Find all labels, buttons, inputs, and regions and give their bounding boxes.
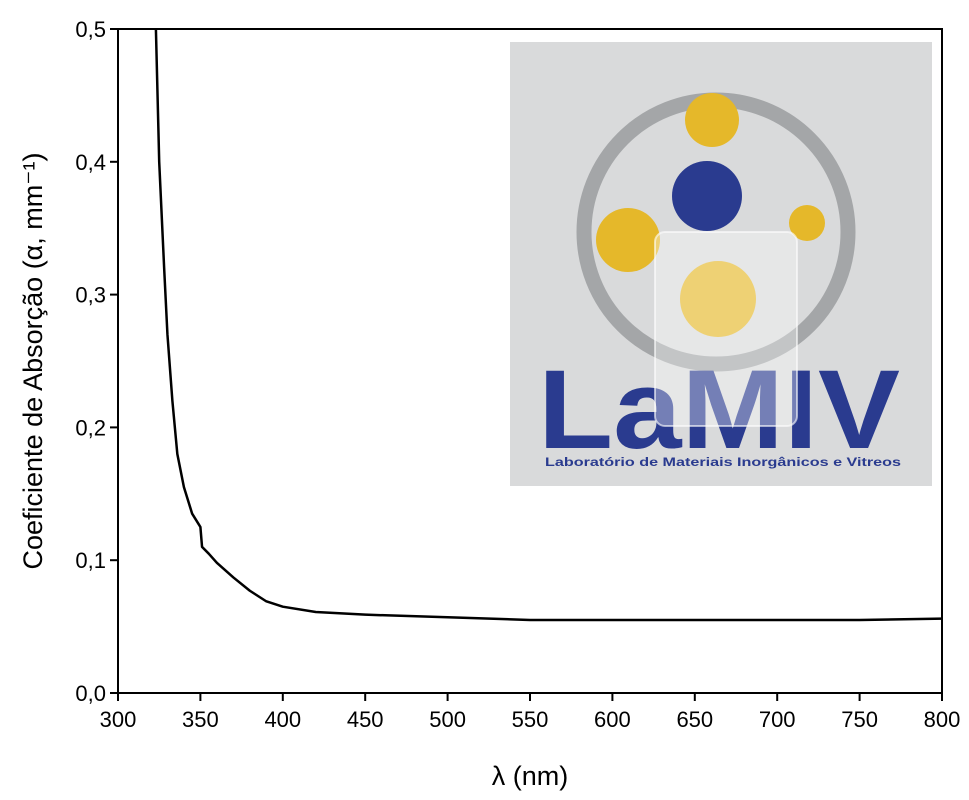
- x-axis-label: λ (nm): [492, 761, 569, 791]
- x-tick-label: 300: [100, 707, 137, 732]
- inset-photo: LaMIV Laboratório de Materiais Inorgânic…: [510, 42, 932, 486]
- y-tick-label: 0,2: [75, 415, 106, 440]
- chart: LaMIV Laboratório de Materiais Inorgânic…: [0, 0, 969, 800]
- y-tick-label: 0,3: [75, 283, 106, 308]
- x-tick-label: 650: [676, 707, 713, 732]
- x-tick-label: 400: [264, 707, 301, 732]
- x-tick-label: 500: [429, 707, 466, 732]
- x-tick-label: 700: [759, 707, 796, 732]
- y-tick-label: 0,0: [75, 681, 106, 706]
- y-tick-label: 0,1: [75, 548, 106, 573]
- glass-sample: [655, 232, 797, 426]
- logo-dot: [685, 93, 739, 147]
- x-tick-label: 600: [594, 707, 631, 732]
- x-tick-label: 750: [841, 707, 878, 732]
- logo-dot: [672, 161, 742, 231]
- x-tick-label: 450: [347, 707, 384, 732]
- x-tick-label: 550: [512, 707, 549, 732]
- logo-dot: [596, 208, 660, 272]
- logo-caption: Laboratório de Materiais Inorgânicos e V…: [545, 457, 901, 469]
- y-tick-label: 0,4: [75, 150, 106, 175]
- x-tick-label: 350: [182, 707, 219, 732]
- y-tick-label: 0,5: [75, 17, 106, 42]
- x-tick-label: 800: [924, 707, 961, 732]
- y-axis-label: Coeficiente de Absorção (α, mm⁻¹): [18, 152, 48, 569]
